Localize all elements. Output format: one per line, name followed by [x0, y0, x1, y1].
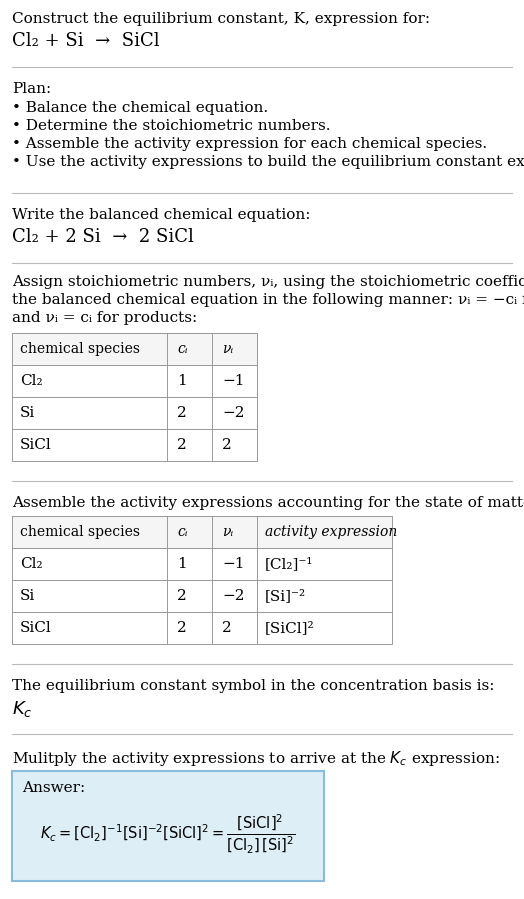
Text: Assign stoichiometric numbers, νᵢ, using the stoichiometric coefficients, cᵢ, fr: Assign stoichiometric numbers, νᵢ, using… — [12, 275, 524, 289]
Text: 2: 2 — [222, 621, 232, 635]
Text: Cl₂: Cl₂ — [20, 557, 42, 571]
Text: −1: −1 — [222, 557, 245, 571]
Text: νᵢ: νᵢ — [222, 525, 233, 539]
Text: 2: 2 — [222, 438, 232, 452]
Text: • Assemble the activity expression for each chemical species.: • Assemble the activity expression for e… — [12, 137, 487, 151]
Bar — [12, 429, 257, 461]
Text: • Use the activity expressions to build the equilibrium constant expression.: • Use the activity expressions to build … — [12, 155, 524, 169]
Text: the balanced chemical equation in the following manner: νᵢ = −cᵢ for reactants: the balanced chemical equation in the fo… — [12, 293, 524, 307]
Bar — [12, 612, 392, 644]
Text: • Balance the chemical equation.: • Balance the chemical equation. — [12, 101, 268, 115]
Text: chemical species: chemical species — [20, 525, 140, 539]
Text: Cl₂: Cl₂ — [20, 374, 42, 388]
Text: Cl₂ + Si  →  SiCl: Cl₂ + Si → SiCl — [12, 32, 160, 50]
Text: [Cl₂]⁻¹: [Cl₂]⁻¹ — [265, 557, 313, 571]
Text: SiCl: SiCl — [20, 621, 52, 635]
Text: Construct the equilibrium constant, K, expression for:: Construct the equilibrium constant, K, e… — [12, 12, 430, 26]
Text: chemical species: chemical species — [20, 342, 140, 356]
Bar — [12, 333, 257, 365]
Text: Si: Si — [20, 589, 35, 603]
Text: Mulitply the activity expressions to arrive at the $\mathit{K}_c$ expression:: Mulitply the activity expressions to arr… — [12, 749, 500, 768]
Text: Plan:: Plan: — [12, 82, 51, 96]
Bar — [12, 365, 257, 397]
Text: −1: −1 — [222, 374, 245, 388]
Text: 2: 2 — [177, 589, 187, 603]
Text: 1: 1 — [177, 557, 187, 571]
Text: 2: 2 — [177, 621, 187, 635]
Text: Assemble the activity expressions accounting for the state of matter and νᵢ:: Assemble the activity expressions accoun… — [12, 496, 524, 510]
Text: • Determine the stoichiometric numbers.: • Determine the stoichiometric numbers. — [12, 119, 331, 133]
Text: [Si]⁻²: [Si]⁻² — [265, 589, 306, 603]
Text: Answer:: Answer: — [22, 781, 85, 795]
Text: SiCl: SiCl — [20, 438, 52, 452]
Text: The equilibrium constant symbol in the concentration basis is:: The equilibrium constant symbol in the c… — [12, 679, 495, 693]
Text: $\mathit{K}_c$: $\mathit{K}_c$ — [12, 699, 32, 719]
Text: $\mathit{K}_c = [\mathrm{Cl_2}]^{-1} [\mathrm{Si}]^{-2} [\mathrm{SiCl}]^2 = \dfr: $\mathit{K}_c = [\mathrm{Cl_2}]^{-1} [\m… — [40, 813, 296, 857]
Text: and νᵢ = cᵢ for products:: and νᵢ = cᵢ for products: — [12, 311, 197, 325]
Text: 2: 2 — [177, 406, 187, 420]
Text: −2: −2 — [222, 589, 245, 603]
Text: [SiCl]²: [SiCl]² — [265, 621, 314, 635]
Text: cᵢ: cᵢ — [177, 525, 188, 539]
Bar — [12, 580, 392, 612]
Text: νᵢ: νᵢ — [222, 342, 233, 356]
Text: Cl₂ + 2 Si  →  2 SiCl: Cl₂ + 2 Si → 2 SiCl — [12, 228, 194, 246]
Text: −2: −2 — [222, 406, 245, 420]
Text: Write the balanced chemical equation:: Write the balanced chemical equation: — [12, 208, 311, 222]
Text: activity expression: activity expression — [265, 525, 397, 539]
Text: 2: 2 — [177, 438, 187, 452]
Text: 1: 1 — [177, 374, 187, 388]
Bar — [12, 771, 324, 881]
Text: cᵢ: cᵢ — [177, 342, 188, 356]
Bar — [12, 516, 392, 548]
Bar — [12, 397, 257, 429]
Bar — [12, 548, 392, 580]
Text: Si: Si — [20, 406, 35, 420]
